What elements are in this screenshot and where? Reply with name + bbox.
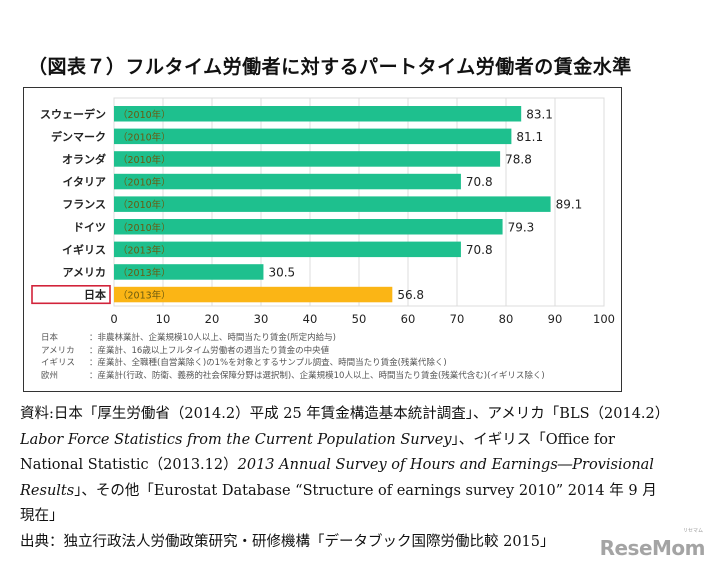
- x-tick-label: 100: [593, 312, 615, 326]
- category-label: スウェーデン: [40, 107, 106, 121]
- bar-value-label: 70.8: [466, 175, 493, 189]
- category-label: オランダ: [62, 152, 106, 166]
- bar-3: [114, 151, 501, 167]
- x-tick-label: 40: [303, 312, 318, 326]
- bar-value-label: 79.3: [508, 220, 535, 234]
- bar-value-label: 70.8: [466, 243, 493, 257]
- bar-year-label: （2010年）: [118, 131, 171, 143]
- category-label: ドイツ: [73, 221, 106, 234]
- bar-4: [114, 173, 461, 190]
- source-line-1: 資料:日本「厚生労働省（2014.2）平成 25 年賃金構造基本統計調査」、アメ…: [20, 402, 710, 428]
- x-tick-label: 30: [254, 312, 269, 326]
- source-line-5: 現在」: [20, 504, 710, 530]
- bar-year-label: （2010年）: [118, 177, 171, 189]
- citation-text: 出典：独立行政法人労働政策研究・研修機構「データブック国際労働比較 2015」: [20, 533, 555, 550]
- bar-year-label: （2013年）: [118, 267, 171, 279]
- bar-year-label: （2010年）: [118, 222, 171, 234]
- note-text: ：非農林業計、企業規模10人以上、時間当たり賃金(所定内給与): [89, 333, 336, 343]
- bar-value-label: 89.1: [556, 198, 583, 212]
- note-key: アメリカ: [41, 345, 75, 356]
- source-title-italic: 2013 Annual Survey of Hours and Earnings…: [237, 457, 654, 473]
- x-tick-label: 50: [352, 312, 367, 326]
- x-tick-label: 10: [156, 312, 171, 326]
- bar-value-label: 56.8: [397, 288, 424, 302]
- source-line-3: National Statistic（2013.12）2013 Annual S…: [20, 453, 710, 479]
- citation-line: 出典：独立行政法人労働政策研究・研修機構「データブック国際労働比較 2015」: [20, 530, 710, 556]
- note-text: ：産業計、16歳以上フルタイム労働者の週当たり賃金の中央値: [89, 345, 330, 356]
- source-text: 」、その他「Eurostat Database “Structure of ea…: [74, 482, 657, 499]
- source-text: National Statistic（2013.12）: [20, 457, 238, 473]
- note-text: ：産業計、全職種(自営業除く)の1%を対象とするサンプル調査、時間当たり賃金(残…: [89, 358, 447, 369]
- source-title-italic: Labor Force Statistics from the Current …: [20, 431, 452, 448]
- category-label: イギリス: [62, 242, 106, 256]
- x-tick-label: 0: [110, 312, 117, 326]
- bar-year-label: （2013年）: [118, 244, 171, 256]
- x-tick-label: 70: [450, 312, 465, 326]
- category-label: 日本: [84, 288, 106, 302]
- bar-chart: 0 10 20 30 40 50 60 70 80 90 100 （2010年） 83.1 スウェーデン （…: [31, 97, 615, 326]
- bar-7: [114, 241, 461, 258]
- x-tick-label: 90: [548, 312, 563, 326]
- category-label: アメリカ: [63, 266, 106, 279]
- bar-1: [114, 106, 522, 122]
- bar-2: [114, 128, 512, 145]
- bar-value-label: 78.8: [505, 152, 532, 166]
- note-row: イギリス ：産業計、全職種(自営業除く)の1%を対象とするサンプル調査、時間当たり…: [41, 357, 545, 370]
- source-text: 現在」: [20, 508, 64, 524]
- source-section: 資料:日本「厚生労働省（2014.2）平成 25 年賃金構造基本統計調査」、アメ…: [20, 402, 710, 555]
- bar-5: [114, 196, 551, 212]
- note-row: アメリカ ：産業計、16歳以上フルタイム労働者の週当たり賃金の中央値: [41, 345, 545, 358]
- watermark-logo: ReseMom: [599, 536, 706, 560]
- bar-8: [114, 264, 264, 280]
- source-line-4: Results」、その他「Eurostat Database “Structur…: [20, 479, 710, 505]
- note-row: 日本 ：非農林業計、企業規模10人以上、時間当たり賃金(所定内給与): [41, 332, 545, 345]
- bar-value-label: 81.1: [516, 130, 543, 144]
- highlight-box: [31, 285, 111, 305]
- note-key: イギリス: [41, 358, 76, 369]
- note-key: 欧州: [41, 370, 59, 381]
- bar-year-label: （2010年）: [118, 199, 171, 211]
- source-text: 」、イギリス「Office for: [451, 431, 615, 448]
- note-key: 日本: [41, 333, 59, 343]
- chart-frame: 0 10 20 30 40 50 60 70 80 90 100 （2010年） 83.1 スウェーデン （…: [23, 87, 622, 392]
- category-label: デンマーク: [51, 129, 106, 143]
- note-row: 欧州 ：産業計(行政、防衛、義務的社会保障分野は選択制)、企業規模10人以上、時間…: [41, 370, 545, 383]
- category-label: フランス: [62, 198, 106, 211]
- bar-value-label: 30.5: [268, 265, 295, 279]
- watermark-subtext: リセマム: [682, 528, 703, 534]
- bar-value-label: 83.1: [526, 107, 553, 121]
- bar-year-label: （2010年）: [118, 154, 171, 166]
- bar-year-label: （2013年）: [118, 290, 171, 302]
- x-tick-label: 20: [205, 312, 220, 326]
- bar-9: [114, 286, 393, 303]
- x-tick-label: 80: [499, 312, 514, 326]
- bar-year-label: （2010年）: [118, 109, 171, 121]
- note-text: ：産業計(行政、防衛、義務的社会保障分野は選択制)、企業規模10人以上、時間当た…: [89, 370, 545, 381]
- x-tick-label: 60: [401, 312, 416, 326]
- bar-6: [114, 219, 503, 235]
- figure-title: （図表７）フルタイム労働者に対するパートタイム労働者の賃金水準: [28, 56, 632, 78]
- chart-notes: 日本 ：非農林業計、企業規模10人以上、時間当たり賃金(所定内給与) アメリカ ：産業…: [41, 332, 545, 382]
- source-text: 資料:日本「厚生労働省（2014.2）平成 25 年賃金構造基本統計調査」、アメ…: [20, 406, 670, 422]
- category-label: イタリア: [62, 176, 106, 189]
- source-title-italic: Results: [20, 482, 75, 499]
- source-line-2: Labor Force Statistics from the Current …: [20, 428, 710, 454]
